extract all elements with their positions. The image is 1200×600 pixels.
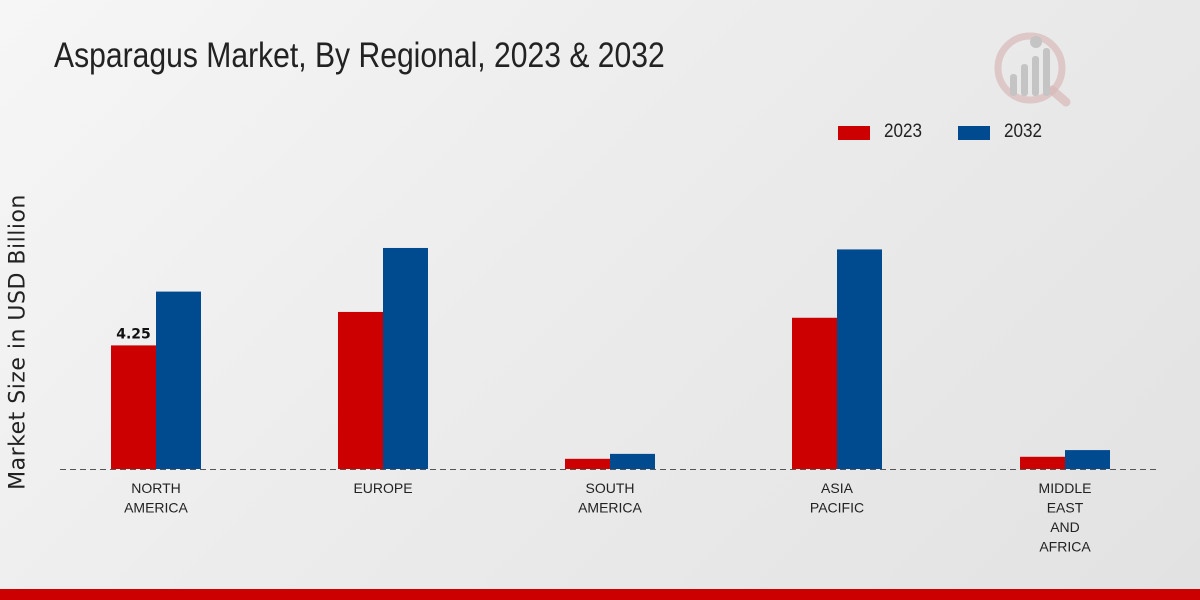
data-label: 4.25 [116, 326, 151, 342]
bar-2032-1 [383, 247, 428, 469]
x-tick-label: AFRICA [1039, 539, 1091, 555]
bar-2023-3 [792, 317, 837, 469]
x-tick-label: ASIA [821, 480, 854, 496]
bar-2032-4 [1065, 450, 1110, 469]
legend-swatch-2023 [838, 126, 870, 140]
legend-label-2023: 2023 [884, 121, 923, 142]
x-tick-label: PACIFIC [810, 500, 864, 516]
bar-2032-2 [610, 453, 655, 469]
x-tick-label: AMERICA [578, 500, 642, 516]
x-tick-label: MIDDLE [1039, 480, 1092, 496]
legend-swatch-2032 [958, 126, 990, 140]
x-tick-label: EUROPE [353, 480, 412, 496]
x-tick-label: AND [1050, 519, 1080, 535]
bar-2023-2 [565, 458, 610, 469]
x-tick-label: NORTH [131, 480, 181, 496]
bar-2023-1 [338, 311, 383, 469]
x-tick-label: AMERICA [124, 500, 188, 516]
bar-2023-0 [111, 345, 156, 469]
bar-2032-3 [837, 249, 882, 469]
legend-label-2032: 2032 [1004, 121, 1043, 142]
bottom-accent-bar [0, 589, 1200, 600]
x-tick-label: EAST [1047, 500, 1084, 516]
watermark-logo-icon [994, 32, 1071, 107]
chart-title: Asparagus Market, By Regional, 2023 & 20… [54, 36, 665, 75]
x-tick-label: SOUTH [586, 480, 635, 496]
bar-2032-0 [156, 291, 201, 469]
bar-2023-4 [1020, 456, 1065, 469]
